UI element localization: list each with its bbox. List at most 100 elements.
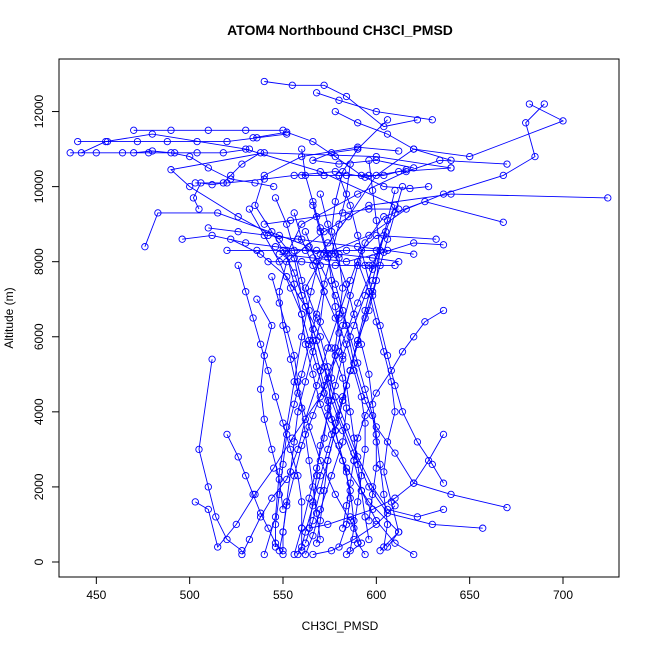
profile-series <box>331 107 455 164</box>
data-point <box>279 321 287 330</box>
data-point <box>342 550 351 559</box>
data-point <box>380 543 388 551</box>
data-point <box>275 231 283 240</box>
data-point <box>342 92 351 101</box>
data-point <box>339 438 347 446</box>
data-point <box>354 190 362 198</box>
profile-series <box>195 355 246 555</box>
data-point <box>525 100 534 108</box>
data-point <box>118 149 127 157</box>
data-point <box>312 509 321 517</box>
data-point <box>383 520 392 529</box>
data-point <box>234 213 242 221</box>
data-point <box>232 520 240 529</box>
data-point <box>350 517 358 525</box>
x-tick-label: 600 <box>366 588 386 602</box>
data-point <box>307 288 315 296</box>
data-point <box>320 250 328 258</box>
data-point <box>365 171 373 180</box>
data-point <box>298 220 306 228</box>
data-point <box>320 487 328 495</box>
chart-title: ATOM4 Northbound CH3Cl_PMSD <box>227 22 453 38</box>
data-point <box>74 137 82 146</box>
data-point <box>320 381 328 390</box>
data-point <box>439 505 448 514</box>
data-point <box>144 149 153 157</box>
data-point <box>368 483 377 491</box>
data-point <box>316 224 324 232</box>
data-point <box>342 502 351 510</box>
series-line <box>271 276 321 540</box>
data-point <box>380 182 388 191</box>
data-point <box>316 487 324 495</box>
data-point <box>223 430 231 439</box>
data-point <box>316 190 324 198</box>
x-tick-label: 650 <box>460 588 480 602</box>
series-line <box>144 212 508 509</box>
data-point <box>242 126 250 134</box>
data-point <box>346 513 354 521</box>
data-point <box>312 539 321 547</box>
data-point <box>130 126 138 134</box>
data-point <box>283 246 291 255</box>
data-point <box>320 363 328 371</box>
data-point <box>249 314 257 322</box>
data-point <box>279 460 287 469</box>
data-point <box>238 160 246 168</box>
data-point <box>148 147 156 155</box>
data-point <box>365 201 373 210</box>
data-point <box>186 152 194 161</box>
data-point <box>305 494 313 502</box>
data-point <box>383 235 392 243</box>
profile-series <box>204 224 418 258</box>
data-point <box>294 472 302 480</box>
series-line <box>357 261 400 548</box>
data-point <box>439 306 448 315</box>
data-point <box>342 258 351 266</box>
data-point <box>309 336 317 345</box>
profile-series <box>309 145 418 172</box>
data-point <box>288 81 296 89</box>
profile-series <box>66 145 254 157</box>
data-point <box>342 246 351 255</box>
data-point <box>354 258 362 266</box>
data-point <box>331 426 339 435</box>
data-point <box>499 171 507 180</box>
data-point <box>368 505 377 514</box>
data-point <box>242 472 250 480</box>
data-point <box>66 149 74 157</box>
data-point <box>298 498 306 506</box>
data-point <box>354 434 362 442</box>
series-line <box>319 193 388 548</box>
profile-series <box>294 231 388 559</box>
data-point <box>339 374 347 382</box>
data-point <box>499 218 507 226</box>
data-point <box>391 186 399 195</box>
data-point <box>298 524 306 532</box>
data-point <box>316 318 324 326</box>
data-point <box>271 539 280 547</box>
data-point <box>327 415 336 423</box>
series-line <box>264 81 418 128</box>
data-point <box>301 228 310 236</box>
data-point <box>339 355 347 363</box>
data-point <box>357 472 366 480</box>
series-line <box>301 149 370 540</box>
data-point <box>346 547 354 555</box>
data-point <box>365 498 373 506</box>
data-point <box>316 517 324 525</box>
data-point <box>410 250 418 258</box>
data-point <box>214 543 222 551</box>
data-point <box>208 181 216 189</box>
data-point <box>316 505 324 514</box>
data-point <box>298 547 306 555</box>
data-point <box>171 149 179 157</box>
data-point <box>103 137 112 146</box>
data-point <box>327 547 336 555</box>
profile-series <box>354 258 403 551</box>
data-point <box>342 381 351 390</box>
data-point <box>380 248 388 256</box>
data-point <box>354 243 362 251</box>
data-point <box>290 550 298 559</box>
data-point <box>279 550 287 559</box>
